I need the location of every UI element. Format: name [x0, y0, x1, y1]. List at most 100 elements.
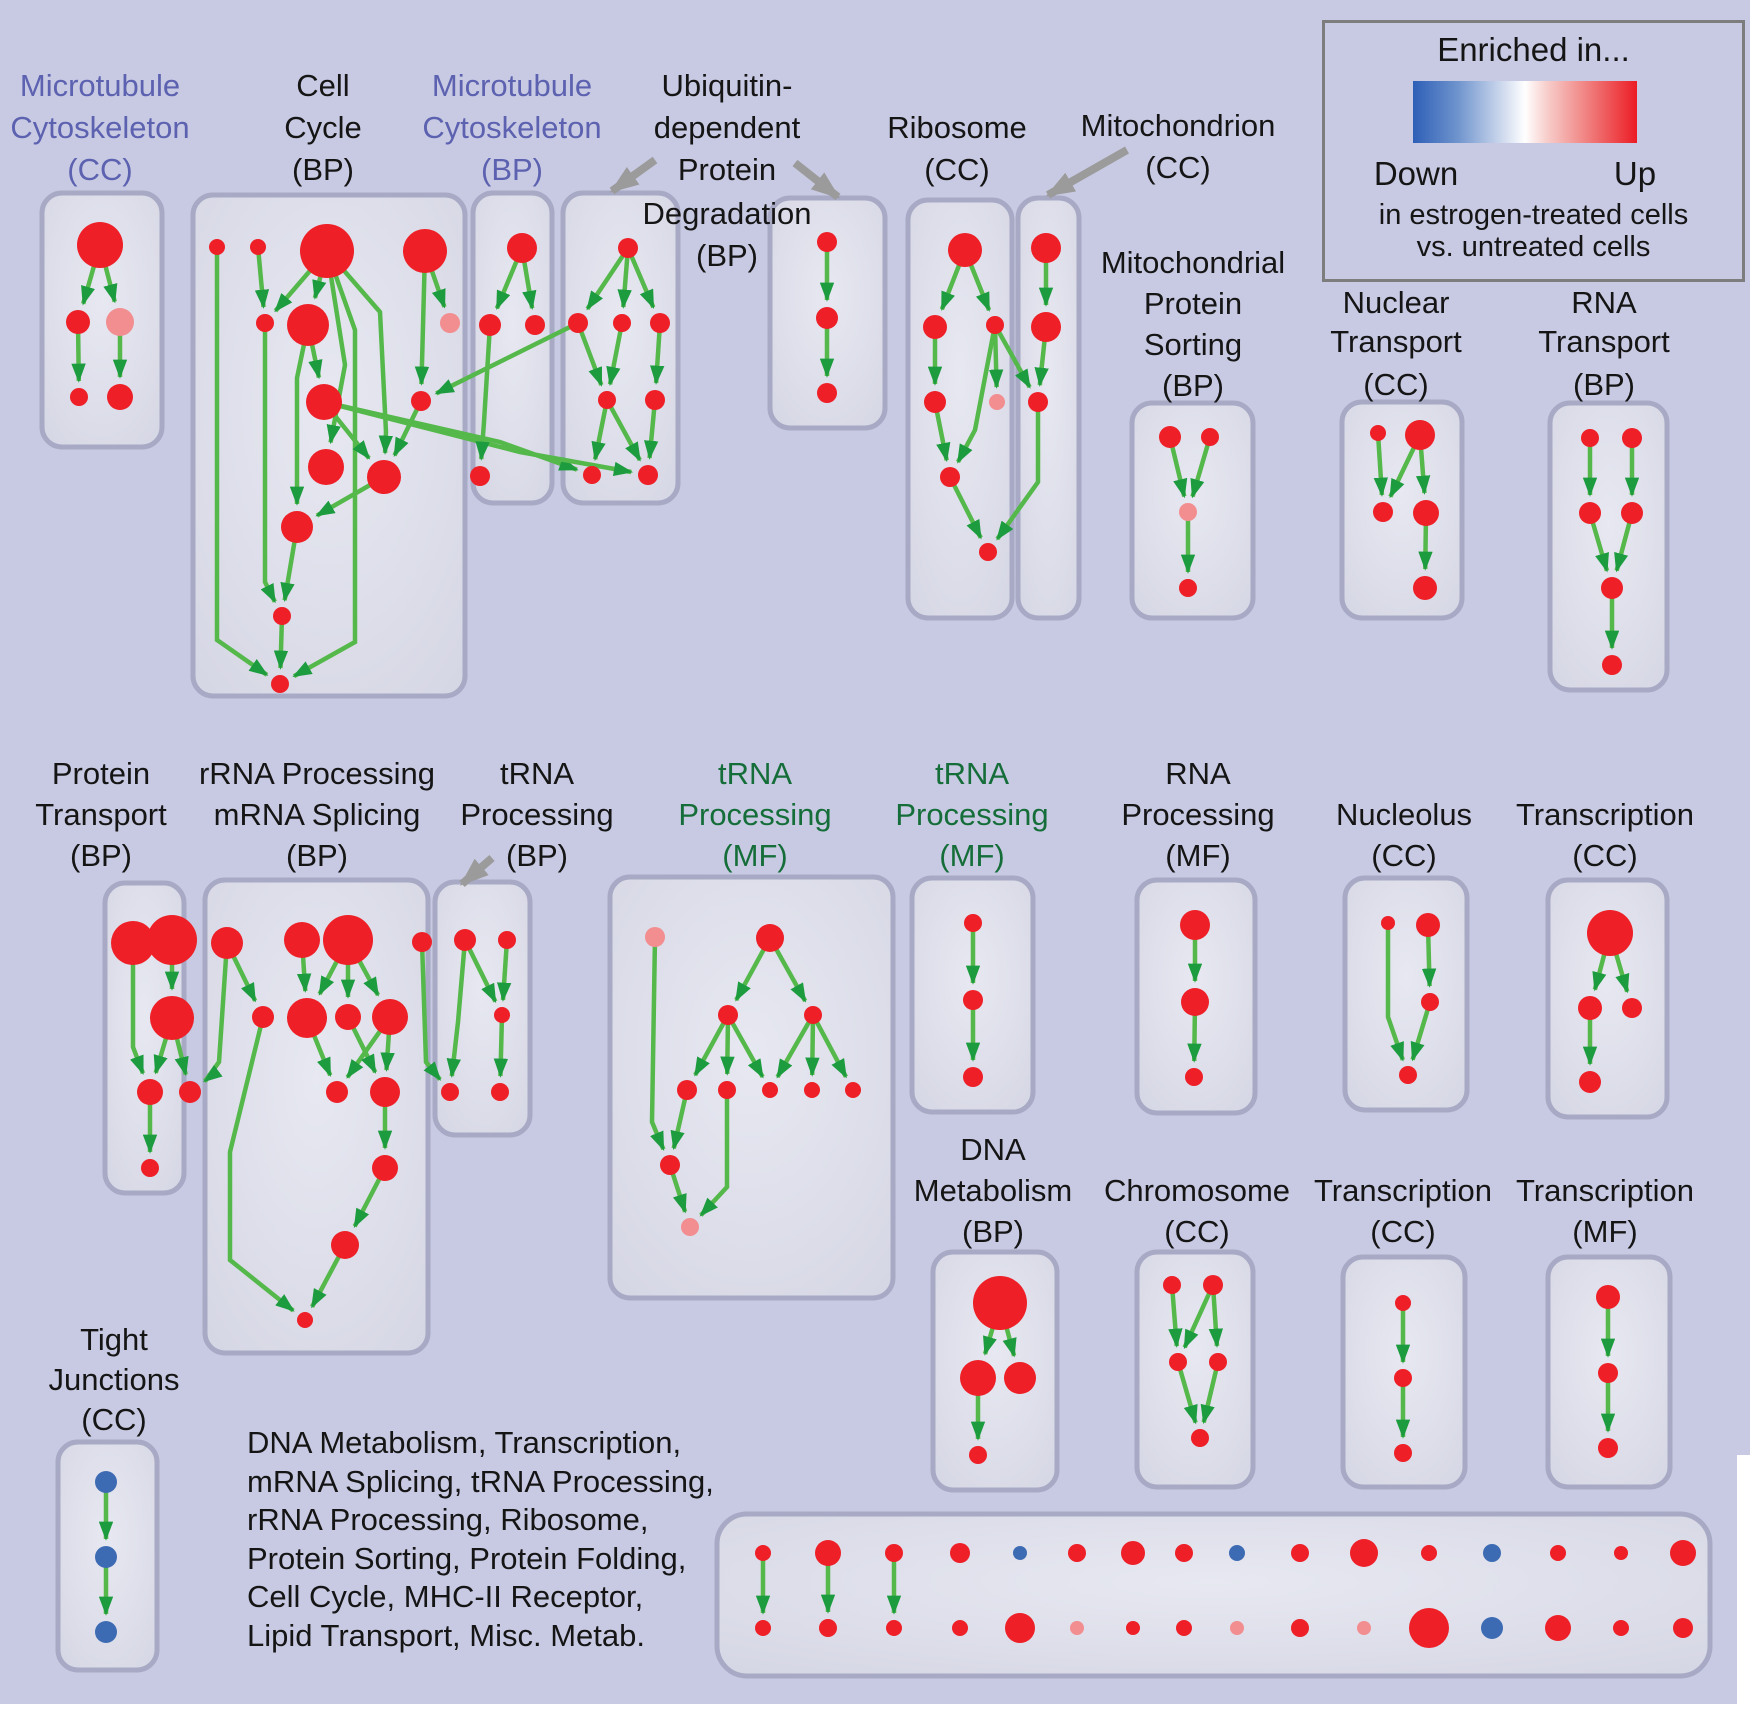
edge-h1-h3 [1168, 1284, 1183, 1348]
node-x1 [1596, 1285, 1620, 1309]
node-c8 [308, 449, 344, 485]
label-pointer-arrow-1 [609, 156, 658, 195]
cluster-label-tight: Junctions [49, 1362, 180, 1397]
node-rb2 [923, 315, 947, 339]
cluster-label-mps: Protein [1144, 286, 1242, 321]
node-bm7b [1126, 1621, 1140, 1635]
edge-c3-c9 [325, 249, 394, 455]
cluster-box-trans-cc1 [1545, 877, 1670, 1120]
cluster-box-dna-met [930, 1249, 1060, 1493]
node-o3 [1421, 993, 1439, 1011]
misc-terms-text-block: DNA Metabolism, Transcription, mRNA Spli… [247, 1424, 714, 1655]
node-bm8t [1175, 1544, 1193, 1562]
node-bm11t [1350, 1539, 1378, 1567]
cluster-label-rna-trans: Transport [1538, 324, 1670, 359]
node-rb3 [986, 316, 1004, 334]
node-bm12b [1409, 1608, 1449, 1648]
node-b4 [470, 466, 490, 486]
node-mt2 [1031, 312, 1061, 342]
node-mt1 [1031, 233, 1061, 263]
cluster-label-trna-mf2: (MF) [939, 838, 1004, 873]
node-p1 [111, 921, 155, 965]
node-q1 [817, 232, 837, 252]
node-mc1 [77, 222, 123, 268]
node-bm11b [1357, 1621, 1371, 1635]
cluster-label-rna-trans: (BP) [1573, 367, 1635, 402]
cluster-label-mito: Mitochondrion [1081, 108, 1276, 143]
node-r2 [284, 922, 320, 958]
cluster-label-cell-cycle: Cycle [284, 110, 362, 145]
cluster-box-nuc-trans [1339, 399, 1465, 621]
edge-o1-o4 [1385, 923, 1405, 1062]
node-c1 [209, 239, 225, 255]
node-t4 [441, 1083, 459, 1101]
cluster-label-trna-bp: tRNA [500, 756, 574, 791]
node-w2 [1394, 1369, 1412, 1387]
node-c11 [273, 607, 291, 625]
cluster-label-trans-cc1: Transcription [1516, 797, 1694, 832]
cluster-box-mt-cc [39, 190, 165, 450]
node-s4 [1179, 579, 1197, 597]
node-u1 [618, 238, 638, 258]
node-bm8b [1176, 1620, 1192, 1636]
node-bm5b [1005, 1613, 1035, 1643]
cluster-label-nucleolus: Nucleolus [1336, 797, 1472, 832]
edge-t1-t3 [462, 939, 498, 1004]
legend: Enriched in... Down Up in estrogen-treat… [1322, 20, 1745, 282]
node-rb7 [979, 543, 997, 561]
node-c3 [300, 224, 354, 278]
node-nt5 [1413, 576, 1437, 600]
cluster-label-mps: (BP) [1162, 368, 1224, 403]
cluster-label-trans-cc2: Transcription [1314, 1173, 1492, 1208]
node-p4 [137, 1079, 163, 1105]
edge-u1-u2 [585, 246, 630, 311]
cluster-label-mt-cc: Cytoskeleton [10, 110, 189, 145]
edge-u2-u5 [575, 322, 604, 387]
label-pointer-arrow-3 [1045, 146, 1129, 199]
cluster-label-chromosome: Chromosome [1104, 1173, 1290, 1208]
cluster-label-tight: (CC) [81, 1402, 146, 1437]
legend-up-label: Up [1613, 155, 1657, 192]
node-nt2 [1405, 420, 1435, 450]
node-g3 [1185, 1068, 1203, 1086]
node-p3 [150, 996, 194, 1040]
node-r9 [326, 1081, 348, 1103]
node-tj3 [95, 1621, 117, 1643]
node-z2 [963, 990, 983, 1010]
cluster-label-dna-met: DNA [960, 1132, 1026, 1167]
node-m9 [845, 1082, 861, 1098]
node-q3 [817, 383, 837, 403]
node-rt2 [1622, 428, 1642, 448]
cluster-label-prot-trans: Transport [35, 797, 167, 832]
cluster-box-rna-trans [1547, 400, 1670, 693]
cluster-box-bottom-misc [714, 1511, 1713, 1679]
node-c10 [281, 511, 313, 543]
node-bm15b [1613, 1620, 1629, 1636]
cluster-label-dna-met: (BP) [962, 1214, 1024, 1249]
node-o4 [1399, 1066, 1417, 1084]
cluster-label-trna-mf1: (MF) [722, 838, 787, 873]
cluster-label-trna-mf1: tRNA [718, 756, 792, 791]
edge-t2-t3 [496, 939, 512, 1002]
node-bm14b [1545, 1615, 1571, 1641]
node-rt6 [1602, 655, 1622, 675]
node-b1 [507, 233, 537, 263]
node-m3 [718, 1005, 738, 1025]
misc-terms-line: Lipid Transport, Misc. Metab. [247, 1617, 645, 1653]
cluster-label-nucleolus: (CC) [1371, 838, 1436, 873]
node-u8 [638, 465, 658, 485]
edge-m4-m9 [811, 1013, 848, 1079]
node-z3 [963, 1067, 983, 1087]
node-p5 [179, 1081, 201, 1103]
node-rb4 [924, 391, 946, 413]
node-p6 [141, 1159, 159, 1177]
cluster-box-rrna [202, 877, 431, 1356]
cluster-box-ubiq [560, 190, 681, 506]
node-bm3b [886, 1620, 902, 1636]
cluster-label-rna-trans: RNA [1571, 285, 1637, 320]
node-b2 [479, 314, 501, 336]
edge-mt3-rb7 [995, 402, 1041, 541]
node-m7 [762, 1082, 778, 1098]
node-u5 [598, 391, 616, 409]
